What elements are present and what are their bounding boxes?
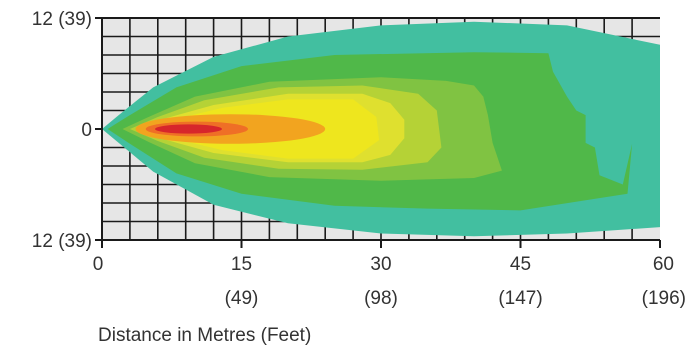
axes [95,17,661,248]
y-tick-label: 12 (39) [32,9,92,30]
y-tick-label: 0 [81,120,92,141]
intensity-band-9 [155,124,222,134]
x-tick-sublabel: (196) [642,288,686,309]
y-tick-label: 12 (39) [32,231,92,252]
x-tick-sublabel: (49) [225,288,259,309]
x-tick-label: 0 [93,254,104,275]
x-tick-sublabel: (98) [364,288,398,309]
x-tick-label: 45 [510,254,531,275]
intensity-bands [102,21,660,237]
x-tick-label: 30 [370,254,391,275]
x-tick-label: 60 [653,254,674,275]
x-tick-sublabel: (147) [498,288,542,309]
x-axis-title: Distance in Metres (Feet) [98,325,311,346]
x-tick-label: 15 [231,254,252,275]
tick-labels: 12 (39)012 (39)0 15(49)30(98)45(147)60(19… [32,9,686,309]
